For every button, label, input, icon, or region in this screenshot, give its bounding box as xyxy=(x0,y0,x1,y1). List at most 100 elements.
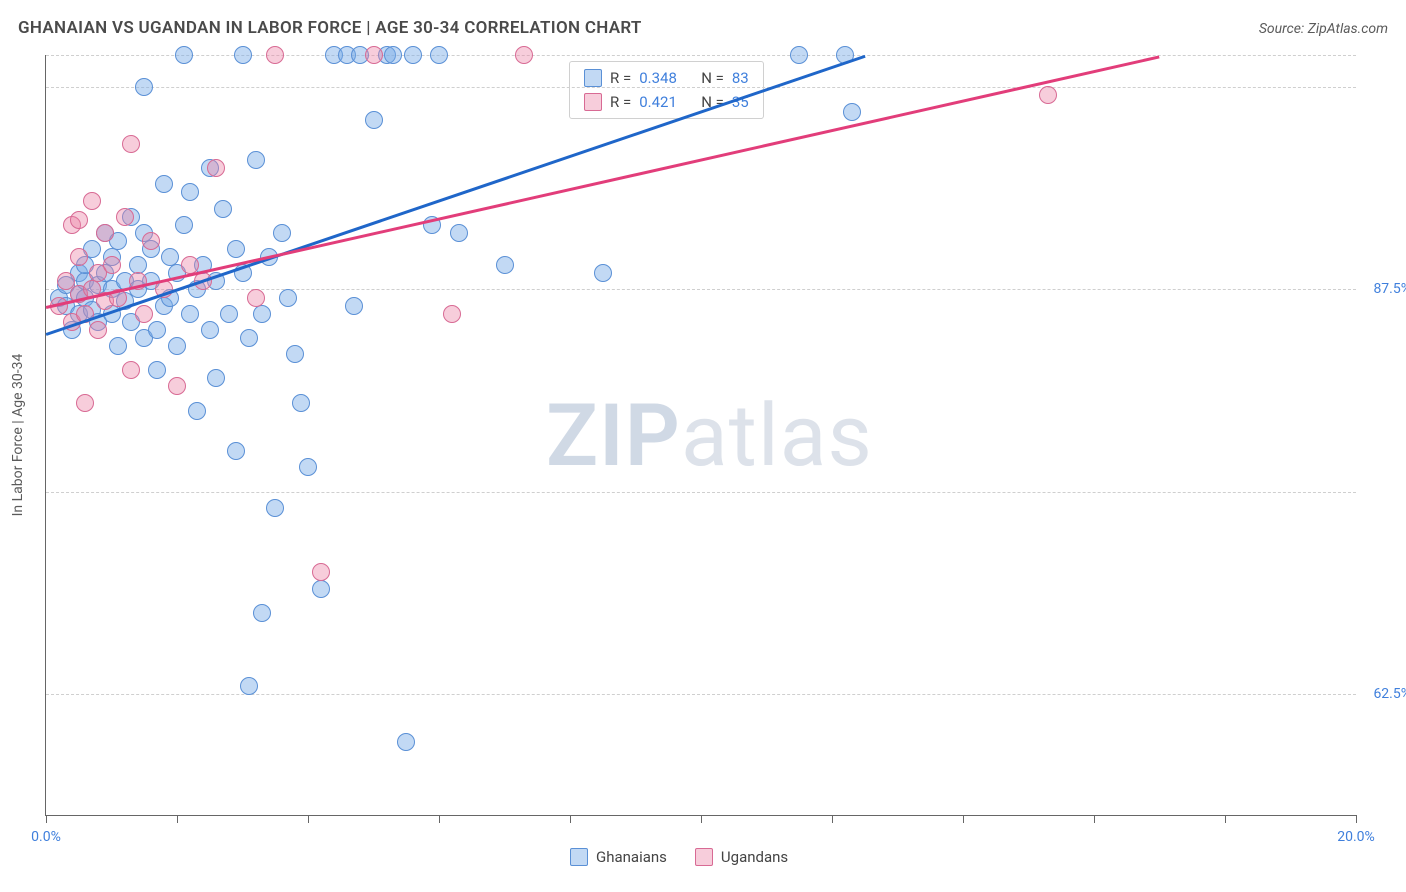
x-tick xyxy=(1356,815,1357,823)
scatter-point xyxy=(181,183,199,201)
scatter-point xyxy=(220,305,238,323)
y-axis-label: In Labor Force | Age 30-34 xyxy=(10,354,26,517)
scatter-point xyxy=(181,305,199,323)
watermark: ZIPatlas xyxy=(546,385,873,486)
scatter-point xyxy=(292,394,310,412)
scatter-point xyxy=(279,289,297,307)
series-legend: Ghanaians Ugandans xyxy=(570,848,788,866)
correlation-legend: R =0.348N =83R =0.421N =35 xyxy=(569,61,764,119)
scatter-point xyxy=(207,159,225,177)
gridline xyxy=(46,492,1356,493)
x-tick xyxy=(177,815,178,823)
scatter-point xyxy=(312,580,330,598)
scatter-point xyxy=(116,208,134,226)
x-tick xyxy=(1094,815,1095,823)
legend-row: R =0.421N =35 xyxy=(570,90,763,114)
r-label: R = xyxy=(610,69,631,87)
scatter-point xyxy=(594,264,612,282)
scatter-point xyxy=(135,78,153,96)
scatter-point xyxy=(345,297,363,315)
scatter-point xyxy=(227,240,245,258)
legend-swatch xyxy=(584,93,602,111)
scatter-point xyxy=(155,175,173,193)
legend-label: Ugandans xyxy=(721,848,788,866)
scatter-point xyxy=(122,135,140,153)
x-tick xyxy=(308,815,309,823)
chart-title: GHANAIAN VS UGANDAN IN LABOR FORCE | AGE… xyxy=(18,18,642,38)
legend-swatch xyxy=(695,848,713,866)
n-label: N = xyxy=(701,69,724,87)
scatter-point xyxy=(175,46,193,64)
scatter-point xyxy=(135,305,153,323)
x-tick-label: 0.0% xyxy=(31,829,61,845)
scatter-point xyxy=(76,394,94,412)
scatter-point xyxy=(843,103,861,121)
scatter-point xyxy=(70,248,88,266)
scatter-point xyxy=(496,256,514,274)
x-tick-label: 20.0% xyxy=(1337,829,1375,845)
scatter-point xyxy=(207,369,225,387)
scatter-point xyxy=(214,200,232,218)
scatter-point xyxy=(1039,86,1057,104)
gridline xyxy=(46,289,1356,290)
legend-swatch xyxy=(584,69,602,87)
scatter-point xyxy=(234,46,252,64)
scatter-point xyxy=(253,305,271,323)
source-label: Source: ZipAtlas.com xyxy=(1259,21,1388,37)
x-tick xyxy=(46,815,47,823)
x-tick xyxy=(832,815,833,823)
regression-line xyxy=(46,55,866,335)
scatter-point xyxy=(253,604,271,622)
scatter-point xyxy=(148,361,166,379)
scatter-point xyxy=(273,224,291,242)
scatter-point xyxy=(286,345,304,363)
scatter-point xyxy=(247,151,265,169)
x-tick xyxy=(1225,815,1226,823)
gridline xyxy=(46,694,1356,695)
legend-item: Ghanaians xyxy=(570,848,667,866)
scatter-plot: In Labor Force | Age 30-34 ZIPatlas R =0… xyxy=(45,55,1356,816)
n-value: 83 xyxy=(732,69,749,87)
x-tick xyxy=(701,815,702,823)
scatter-point xyxy=(365,111,383,129)
scatter-point xyxy=(70,211,88,229)
scatter-point xyxy=(201,321,219,339)
scatter-point xyxy=(96,224,114,242)
scatter-point xyxy=(89,321,107,339)
scatter-point xyxy=(365,46,383,64)
scatter-point xyxy=(168,337,186,355)
legend-swatch xyxy=(570,848,588,866)
scatter-point xyxy=(240,677,258,695)
scatter-point xyxy=(240,329,258,347)
scatter-point xyxy=(168,377,186,395)
y-tick-label: 62.5% xyxy=(1361,686,1406,702)
y-tick-label: 87.5% xyxy=(1361,281,1406,297)
legend-label: Ghanaians xyxy=(596,848,667,866)
r-label: R = xyxy=(610,93,631,111)
scatter-point xyxy=(142,232,160,250)
scatter-point xyxy=(227,442,245,460)
scatter-point xyxy=(266,46,284,64)
scatter-point xyxy=(188,402,206,420)
scatter-point xyxy=(790,46,808,64)
scatter-point xyxy=(299,458,317,476)
scatter-point xyxy=(247,289,265,307)
scatter-point xyxy=(109,337,127,355)
scatter-point xyxy=(443,305,461,323)
x-tick xyxy=(963,815,964,823)
r-value: 0.348 xyxy=(639,69,685,87)
scatter-point xyxy=(148,321,166,339)
scatter-point xyxy=(384,46,402,64)
scatter-point xyxy=(266,499,284,517)
gridline xyxy=(46,87,1356,88)
scatter-point xyxy=(122,361,140,379)
scatter-point xyxy=(450,224,468,242)
x-tick xyxy=(439,815,440,823)
scatter-point xyxy=(83,192,101,210)
scatter-point xyxy=(515,46,533,64)
legend-item: Ugandans xyxy=(695,848,788,866)
scatter-point xyxy=(404,46,422,64)
scatter-point xyxy=(430,46,448,64)
r-value: 0.421 xyxy=(639,93,685,111)
scatter-point xyxy=(175,216,193,234)
